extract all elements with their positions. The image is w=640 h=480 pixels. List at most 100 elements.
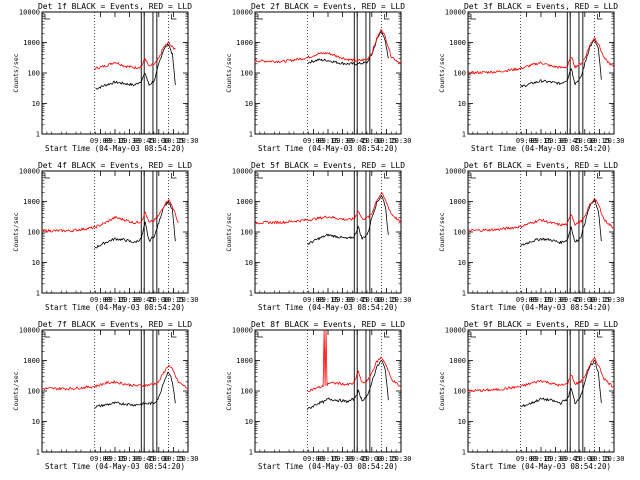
y-axis-label: Counts/sec (438, 212, 446, 251)
x-tick-label: 10:30 (177, 296, 198, 304)
y-tick-label: 10000 (19, 168, 40, 176)
x-tick-label: 10:15 (163, 455, 184, 463)
x-tick-label: 09:45 (560, 137, 581, 145)
x-tick-label: 10:30 (177, 137, 198, 145)
corner-marker (470, 14, 476, 20)
plot-frame (41, 170, 189, 294)
x-tick-label: 09:00 (516, 296, 537, 304)
x-tick-label: 09:45 (347, 137, 368, 145)
y-tick-label: 1000 (449, 198, 466, 206)
x-tick-label: 09:30 (545, 137, 566, 145)
chart-panel: Det 8f BLACK = Events, RED = LLD 1 10 100 10… (225, 320, 412, 471)
x-tick-label: 09:15 (104, 296, 125, 304)
chart-panel: Det 5f BLACK = Events, RED = LLD 1 10 100 10… (225, 161, 412, 312)
events-series-line (307, 359, 389, 410)
plot-frame (254, 329, 402, 453)
x-tick-label: 10:15 (163, 137, 184, 145)
corner-marker (171, 332, 177, 338)
x-tick-label: 09:15 (104, 137, 125, 145)
y-tick-label: 1000 (449, 39, 466, 47)
lld-series-line (94, 41, 176, 70)
y-tick-label: 1 (249, 449, 253, 457)
chart-panel: Det 7f BLACK = Events, RED = LLD 1 10 100 10… (12, 320, 199, 471)
y-tick-label: 100 (453, 229, 466, 237)
corner-marker (597, 173, 603, 179)
y-tick-label: 10000 (232, 327, 253, 335)
y-tick-label: 100 (240, 70, 253, 78)
y-tick-label: 100 (27, 229, 40, 237)
x-tick-label: 09:15 (530, 455, 551, 463)
plot-frame (41, 329, 189, 453)
chart-panel: Det 6f BLACK = Events, RED = LLD 1 10 100 10… (438, 161, 625, 312)
y-tick-label: 1000 (23, 357, 40, 365)
x-tick-label: 09:00 (90, 455, 111, 463)
x-tick-label: 09:30 (119, 137, 140, 145)
events-series-line (520, 39, 602, 88)
y-tick-label: 10000 (445, 327, 466, 335)
x-tick-label: 10:00 (574, 296, 595, 304)
x-tick-label: 10:30 (603, 296, 624, 304)
y-axis-label: Counts/sec (12, 212, 20, 251)
lld-series-line (467, 356, 615, 393)
x-tick-label: 09:15 (530, 296, 551, 304)
lld-series-line (254, 29, 402, 65)
corner-marker (597, 14, 603, 20)
chart-title: Det 9f BLACK = Events, RED = LLD (464, 320, 618, 329)
x-tick-label: 09:00 (516, 137, 537, 145)
x-tick-label: 10:30 (177, 455, 198, 463)
x-tick-label: 09:00 (303, 455, 324, 463)
y-axis-label: Counts/sec (225, 212, 233, 251)
y-tick-label: 1000 (236, 39, 253, 47)
x-tick-label: 09:30 (119, 296, 140, 304)
y-tick-label: 100 (453, 70, 466, 78)
x-tick-label: 09:45 (347, 296, 368, 304)
x-tick-label: 09:15 (317, 455, 338, 463)
x-axis-label: Start Time (04-May-03 08:54:20) (45, 144, 185, 153)
chart-panel: Det 2f BLACK = Events, RED = LLD 1 10 100 10… (225, 2, 412, 153)
x-tick-label: 10:15 (376, 296, 397, 304)
y-axis-label: Counts/sec (438, 371, 446, 410)
y-tick-label: 1 (36, 290, 40, 298)
x-tick-label: 10:00 (361, 455, 382, 463)
x-tick-label: 09:45 (347, 455, 368, 463)
y-axis-label: Counts/sec (12, 371, 20, 410)
corner-marker (384, 332, 390, 338)
x-tick-label: 09:45 (560, 455, 581, 463)
x-tick-label: 09:45 (560, 296, 581, 304)
x-tick-label: 10:00 (574, 455, 595, 463)
y-tick-label: 10 (245, 259, 253, 267)
x-axis-label: Start Time (04-May-03 08:54:20) (45, 303, 185, 312)
x-tick-label: 10:15 (163, 296, 184, 304)
plot-frame (254, 170, 402, 294)
chart-title: Det 1f BLACK = Events, RED = LLD (38, 2, 192, 11)
y-tick-label: 10000 (19, 327, 40, 335)
x-tick-label: 10:15 (589, 137, 610, 145)
y-tick-label: 1 (36, 131, 40, 139)
x-tick-label: 09:30 (119, 455, 140, 463)
chart-title: Det 6f BLACK = Events, RED = LLD (464, 161, 618, 170)
x-tick-label: 09:15 (317, 137, 338, 145)
y-axis-label: Counts/sec (225, 371, 233, 410)
x-tick-label: 10:00 (148, 296, 169, 304)
y-tick-label: 1000 (23, 198, 40, 206)
x-tick-label: 10:30 (390, 455, 411, 463)
x-tick-label: 10:00 (361, 296, 382, 304)
y-axis-label: Counts/sec (225, 53, 233, 92)
x-axis-label: Start Time (04-May-03 08:54:20) (258, 303, 398, 312)
y-tick-label: 10000 (445, 9, 466, 17)
chart-title: Det 4f BLACK = Events, RED = LLD (38, 161, 192, 170)
corner-marker (44, 173, 50, 179)
x-axis-label: Start Time (04-May-03 08:54:20) (258, 462, 398, 471)
corner-marker (257, 173, 263, 179)
y-tick-label: 10000 (19, 9, 40, 17)
lld-series-line (254, 192, 402, 225)
y-tick-label: 100 (453, 388, 466, 396)
x-tick-label: 09:30 (332, 296, 353, 304)
plot-frame (467, 170, 615, 294)
x-tick-label: 09:15 (104, 455, 125, 463)
y-tick-label: 10 (32, 259, 40, 267)
x-tick-label: 10:00 (361, 137, 382, 145)
x-tick-label: 09:00 (303, 137, 324, 145)
events-series-line (307, 195, 389, 245)
y-tick-label: 1000 (236, 198, 253, 206)
